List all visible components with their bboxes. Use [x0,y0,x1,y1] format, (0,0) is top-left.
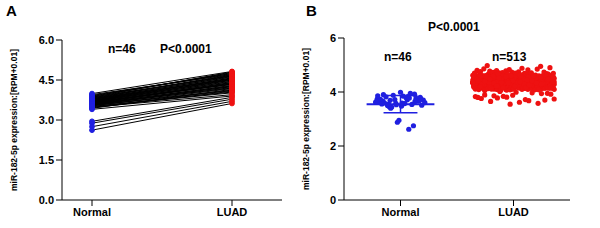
html-text:n=513: n=513 [492,50,527,64]
svg-text:2: 2 [330,140,336,152]
svg-text:LUAD: LUAD [217,206,248,218]
html-text:n=46: n=46 [108,42,136,56]
svg-text:6.0: 6.0 [39,34,54,46]
svg-text:miR-182-5p expression:[RPM+0.0: miR-182-5p expression:[RPM+0.01] [301,48,311,190]
svg-text:LUAD: LUAD [498,206,529,218]
svg-text:4: 4 [330,86,337,98]
html-text:A: A [6,2,17,19]
svg-text:Normal: Normal [382,206,420,218]
svg-text:0.0: 0.0 [39,194,54,206]
svg-text:6: 6 [330,32,336,44]
html-text:P<0.0001: P<0.0001 [428,20,480,34]
svg-text:1.5: 1.5 [39,154,54,166]
svg-text:3.0: 3.0 [39,114,54,126]
html-text:P<0.0001: P<0.0001 [160,42,212,56]
svg-text:Normal: Normal [73,206,111,218]
svg-text:0: 0 [330,194,336,206]
html-text:n=46: n=46 [384,50,412,64]
html-text:B: B [306,2,317,19]
svg-text:4.5: 4.5 [39,74,54,86]
svg-text:miR-182-5p expression:[RPM+0.0: miR-182-5p expression:[RPM+0.01] [9,49,19,191]
